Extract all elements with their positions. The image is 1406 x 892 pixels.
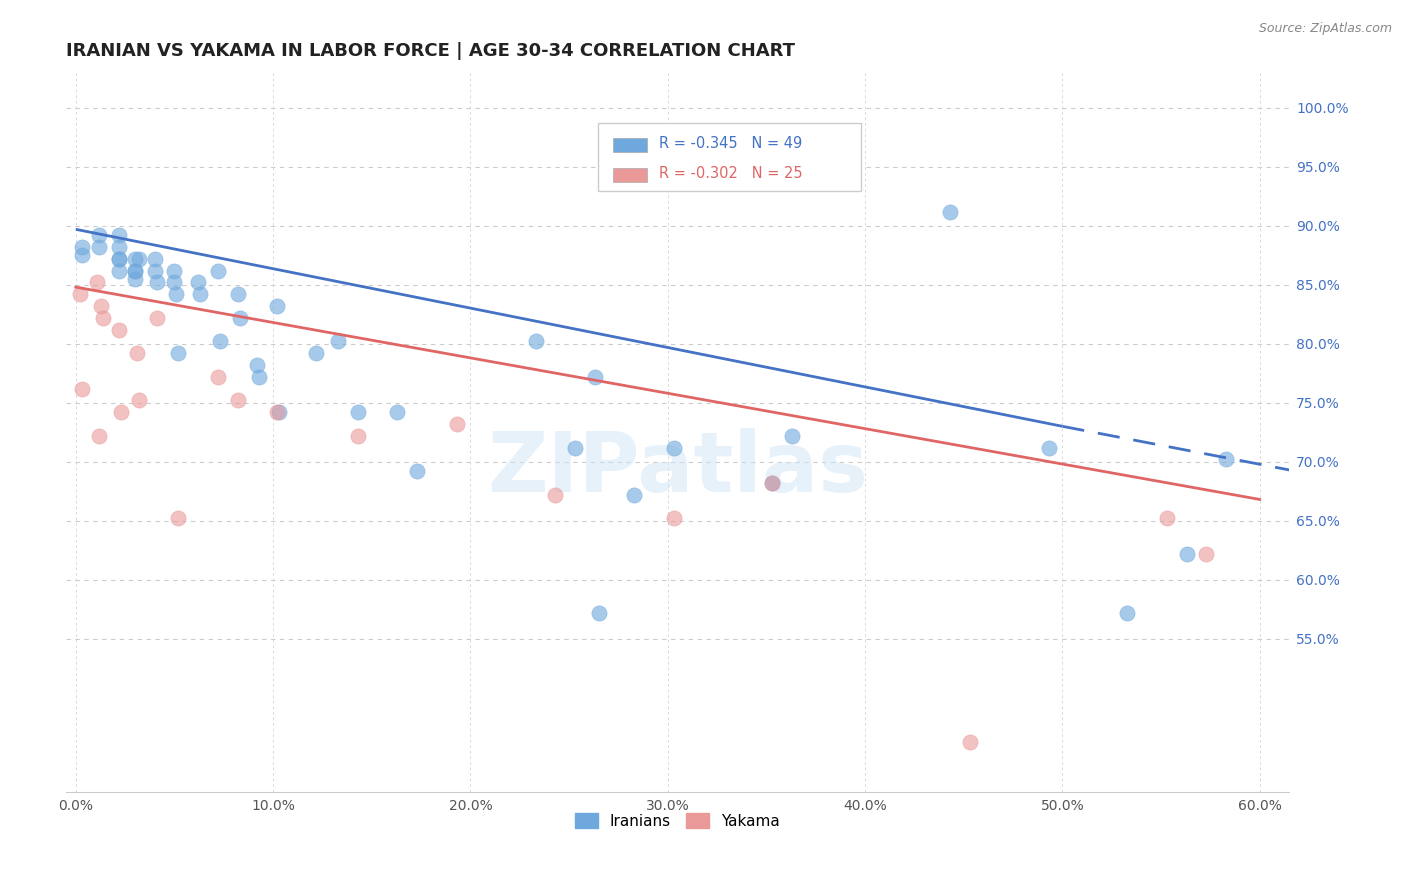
Text: Source: ZipAtlas.com: Source: ZipAtlas.com (1258, 22, 1392, 36)
Point (143, 252, 166, 266)
Point (93, 310, 115, 325)
FancyBboxPatch shape (613, 138, 647, 153)
Point (1175, 547, 1198, 561)
Point (108, 252, 131, 266)
Point (267, 405, 290, 419)
Text: ZIPatlas: ZIPatlas (486, 427, 868, 508)
Point (163, 263, 186, 277)
Point (564, 441, 586, 455)
Point (165, 287, 187, 301)
Point (939, 204, 962, 219)
Point (588, 606, 610, 620)
Point (246, 358, 269, 372)
FancyBboxPatch shape (598, 123, 860, 191)
Point (1038, 441, 1060, 455)
Point (124, 263, 146, 277)
Point (247, 369, 270, 384)
FancyBboxPatch shape (613, 168, 647, 183)
Point (959, 735, 981, 749)
Point (780, 428, 803, 442)
Point (187, 276, 209, 290)
Point (70, 382, 93, 396)
Point (125, 346, 148, 360)
Point (108, 240, 131, 254)
Point (69, 287, 91, 301)
Point (1215, 452, 1237, 467)
Point (124, 252, 146, 266)
Point (662, 511, 685, 525)
Point (124, 272, 146, 286)
Point (124, 263, 146, 277)
Point (406, 464, 429, 478)
Point (226, 393, 249, 408)
Point (761, 475, 783, 490)
Point (328, 334, 350, 349)
Point (226, 287, 249, 301)
Text: R = -0.345   N = 49: R = -0.345 N = 49 (659, 136, 803, 152)
Point (108, 252, 131, 266)
Point (128, 252, 150, 266)
Point (207, 263, 229, 277)
Point (167, 511, 190, 525)
Point (623, 488, 645, 502)
Point (1195, 547, 1218, 561)
Point (108, 228, 131, 243)
Point (89, 228, 111, 243)
Text: IRANIAN VS YAKAMA IN LABOR FORCE | AGE 30-34 CORRELATION CHART: IRANIAN VS YAKAMA IN LABOR FORCE | AGE 3… (66, 42, 794, 60)
Point (228, 310, 250, 325)
Point (145, 310, 167, 325)
Point (188, 287, 211, 301)
Point (86, 276, 108, 290)
Legend: Iranians, Yakama: Iranians, Yakama (569, 806, 786, 835)
Point (163, 276, 186, 290)
Point (761, 475, 783, 490)
Point (266, 405, 288, 419)
Point (167, 346, 190, 360)
Point (108, 263, 131, 277)
Text: R = -0.302   N = 25: R = -0.302 N = 25 (659, 166, 803, 181)
Point (110, 405, 132, 419)
Point (266, 299, 288, 313)
Point (145, 276, 167, 290)
Point (662, 441, 685, 455)
Point (387, 405, 409, 419)
Point (305, 346, 328, 360)
Point (108, 322, 131, 336)
Point (208, 334, 231, 349)
Point (128, 393, 150, 408)
Point (446, 417, 468, 431)
Point (90, 299, 112, 313)
Point (207, 369, 229, 384)
Point (347, 405, 370, 419)
Point (89, 428, 111, 442)
Point (583, 369, 606, 384)
Point (1116, 606, 1139, 620)
Point (544, 488, 567, 502)
Point (143, 263, 166, 277)
Point (347, 428, 370, 442)
Point (70, 248, 93, 262)
Point (524, 334, 547, 349)
Point (89, 240, 111, 254)
Point (1156, 511, 1178, 525)
Point (70, 240, 93, 254)
